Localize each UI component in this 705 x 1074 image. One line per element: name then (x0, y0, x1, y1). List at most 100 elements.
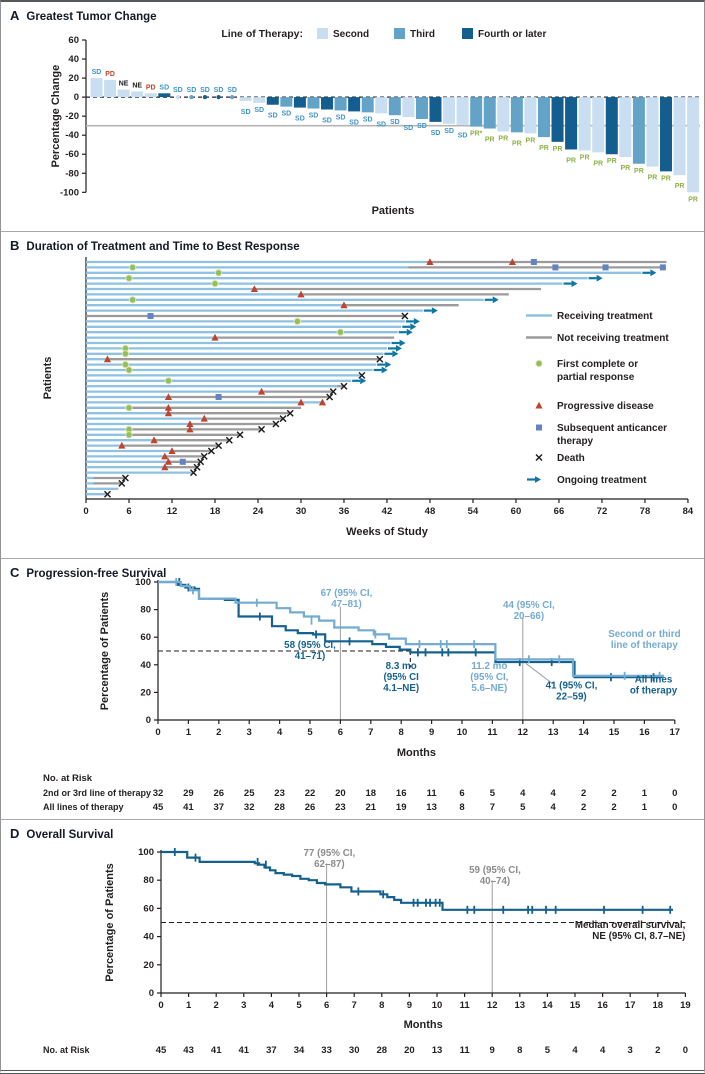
x-tick-label: 5 (296, 1000, 302, 1011)
x-tick-label: 54 (468, 506, 479, 517)
risk-value: 28 (274, 802, 285, 813)
x-tick-label: 18 (210, 506, 221, 517)
y-axis-title: Percentage of Patients (99, 592, 111, 711)
waterfall-bar (388, 97, 401, 116)
response-label: SD (241, 109, 251, 116)
risk-value: 4 (551, 802, 557, 813)
km-curve (158, 580, 663, 679)
response-label: SD (159, 84, 169, 91)
x-axis-title: Patients (372, 205, 415, 217)
response-label: SD (187, 87, 197, 94)
y-tick-label: 100 (135, 577, 151, 588)
legend-label: Second (333, 29, 369, 40)
response-circle-marker (121, 360, 130, 369)
panel-b-letter: B (10, 238, 20, 253)
risk-value: 8 (517, 1045, 522, 1056)
waterfall-bar (524, 97, 537, 134)
death-x-marker (200, 452, 208, 460)
x-tick-label: 0 (83, 506, 88, 517)
progression-triangle-marker (103, 355, 112, 363)
response-circle-marker (293, 317, 302, 326)
response-label: SD (404, 125, 414, 132)
legend-swatch-second (317, 28, 328, 39)
progression-triangle-marker (340, 301, 348, 309)
progression-triangle-marker (186, 420, 194, 427)
x-tick-label: 8 (379, 1000, 384, 1011)
response-circle-marker (125, 274, 133, 282)
response-circle-marker (128, 263, 137, 272)
waterfall-bar (673, 97, 686, 176)
y-tick-label: -100 (60, 187, 79, 198)
waterfall-bar (104, 79, 117, 98)
waterfall-bar (321, 97, 334, 110)
response-label: PR (485, 137, 495, 144)
km-annotation: 67 (95% CI, (321, 588, 373, 599)
subsequent-therapy-square-marker (552, 264, 559, 271)
y-axis-title: Percentage Change (50, 65, 62, 168)
subsequent-therapy-square-marker (602, 264, 609, 271)
risk-value: 16 (396, 788, 407, 799)
y-tick-label: 20 (140, 687, 151, 698)
x-tick-label: 17 (670, 727, 681, 738)
panel-d-title: Overall Survival (26, 829, 114, 841)
waterfall-bar (90, 78, 103, 98)
km-annotation: Median overall survival, (575, 920, 686, 931)
waterfall-bar (131, 91, 144, 98)
response-circle-marker (336, 328, 345, 336)
y-axis-title: Patients (42, 357, 54, 400)
y-tick-label: 40 (68, 54, 79, 65)
legend-label: Progressive disease (557, 401, 654, 412)
y-tick-label: 60 (143, 903, 154, 914)
ongoing-arrowhead (650, 269, 657, 277)
x-tick-label: 36 (339, 506, 350, 517)
risk-value: 5 (520, 802, 526, 813)
death-x-marker (207, 447, 215, 455)
y-tick-label: 60 (68, 35, 79, 46)
waterfall-bar (293, 97, 306, 108)
waterfall-bar (239, 97, 252, 101)
legend-label: Subsequent anticancer (557, 423, 667, 434)
risk-value: 26 (305, 802, 316, 813)
response-label: PR (526, 137, 536, 144)
risk-row-label: 2nd or 3rd line of therapy (43, 788, 151, 798)
response-label: PR (512, 140, 522, 147)
km-annotation: 58 (95% CI, (284, 640, 336, 651)
waterfall-dot (230, 95, 235, 100)
progression-triangle-marker (150, 436, 158, 444)
risk-value: 1 (642, 802, 648, 813)
ongoing-arrowhead (395, 345, 402, 352)
waterfall-bar (605, 97, 618, 155)
panel-a-title: Greatest Tumor Change (26, 11, 157, 23)
x-tick-label: 15 (570, 1000, 581, 1011)
x-tick-label: 4 (269, 1000, 275, 1011)
waterfall-dot (216, 95, 221, 100)
progression-triangle-marker (164, 458, 173, 465)
risk-value: 11 (460, 1045, 471, 1056)
response-circle-marker (214, 269, 223, 277)
y-axis-title: Percentage of Patients (104, 863, 116, 982)
panel-duration-of-treatment: B Duration of Treatment and Time to Best … (1, 231, 704, 558)
km-annotation: 44 (95% CI, (503, 600, 555, 611)
y-tick-label: -40 (65, 130, 79, 141)
ongoing-arrowhead (360, 377, 367, 385)
response-label: SD (254, 107, 264, 114)
risk-value: 5 (490, 788, 496, 799)
response-label: NE (119, 81, 129, 88)
risk-value: 28 (377, 1045, 388, 1056)
panel-a-letter: A (10, 8, 20, 23)
risk-value: 41 (183, 802, 194, 813)
risk-value: 2 (655, 1045, 660, 1056)
waterfall-dot (189, 95, 194, 100)
x-tick-label: 0 (155, 727, 160, 738)
waterfall-bar (117, 89, 130, 98)
death-x-marker (401, 312, 409, 320)
risk-value: 6 (459, 788, 464, 799)
waterfall-bar (348, 97, 361, 112)
legend-label: Not receiving treatment (557, 333, 669, 344)
risk-value: 30 (349, 1045, 360, 1056)
y-tick-label: 0 (146, 715, 151, 726)
waterfall-bar (158, 93, 171, 98)
ongoing-arrowhead (406, 328, 413, 336)
